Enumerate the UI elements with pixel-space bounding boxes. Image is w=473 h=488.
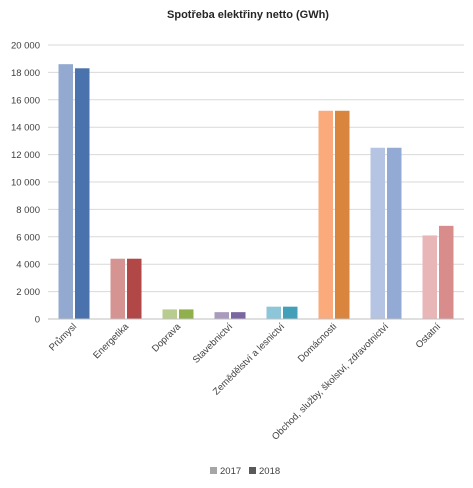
bar-2018-4 — [283, 306, 298, 319]
x-axis-tick-labels: Průmysl Energetika Doprava StavebnictvíZemě… — [47, 321, 443, 443]
y-tick-label: 0 — [35, 315, 40, 326]
x-tick-label: Domácnosti — [296, 321, 339, 364]
legend: 2017 2018 — [210, 466, 280, 477]
x-tick-label: Průmysl — [47, 321, 79, 353]
bar-2017-1 — [110, 258, 125, 319]
y-tick-label: 2 000 — [16, 287, 40, 298]
bar-2017-0 — [58, 64, 73, 320]
y-tick-label: 8 000 — [16, 205, 40, 216]
bars — [58, 64, 454, 320]
gridlines — [48, 44, 464, 293]
bar-2018-7 — [439, 225, 454, 319]
bar-2017-3 — [214, 312, 229, 319]
y-tick-label: 10 000 — [11, 178, 40, 189]
bar-2018-3 — [231, 312, 246, 319]
y-axis-tick-labels: 0 2 000 4 000 6 000 8 000 10 000 12 000 14 000 1… — [11, 41, 40, 326]
x-tick-label: Doprava — [150, 321, 184, 355]
legend-label-2018: 2018 — [259, 466, 280, 477]
bar-2017-5 — [318, 110, 333, 319]
y-tick-label: 12 000 — [11, 150, 40, 161]
y-tick-label: 14 000 — [11, 123, 40, 134]
y-tick-label: 20 000 — [11, 41, 40, 52]
chart-title: Spotřeba elektřiny netto (GWh) — [167, 9, 329, 21]
legend-label-2017: 2017 — [220, 466, 241, 477]
y-tick-label: 16 000 — [11, 95, 40, 106]
legend-swatch-2017 — [210, 467, 217, 474]
y-tick-label: 4 000 — [16, 260, 40, 271]
bar-2017-4 — [266, 306, 281, 319]
y-tick-label: 6 000 — [16, 232, 40, 243]
bar-2018-2 — [179, 309, 194, 319]
x-tick-label: Stavebnictví — [191, 321, 236, 366]
bar-2018-5 — [335, 110, 350, 319]
x-tick-label: Ostatní — [414, 321, 444, 351]
bar-2018-1 — [127, 258, 142, 319]
y-tick-label: 18 000 — [11, 68, 40, 79]
x-tick-label: Obchod, služby, školství, zdravotnictví — [270, 321, 391, 442]
bar-2017-6 — [370, 147, 385, 319]
bar-2018-6 — [387, 147, 402, 319]
bar-2018-0 — [75, 68, 90, 319]
x-tick-label: Energetika — [91, 321, 131, 361]
bar-2017-7 — [422, 235, 437, 319]
legend-swatch-2018 — [249, 467, 256, 474]
bar-2017-2 — [162, 309, 177, 319]
